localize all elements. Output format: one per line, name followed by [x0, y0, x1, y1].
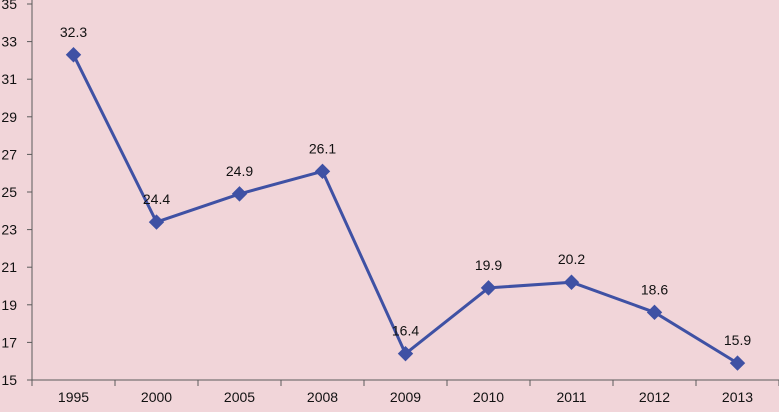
data-point-marker — [397, 345, 414, 362]
data-point-marker — [729, 355, 746, 371]
x-tick-label: 2011 — [556, 389, 586, 405]
y-tick-label: 25 — [1, 184, 17, 200]
x-tick-label: 2013 — [722, 389, 753, 405]
chart-axes — [31, 0, 779, 381]
data-point-marker — [65, 47, 82, 63]
y-tick-label: 19 — [1, 297, 17, 313]
y-tick-label: 35 — [1, 0, 17, 12]
y-tick-label: 29 — [1, 109, 17, 125]
data-label: 15.9 — [724, 332, 751, 348]
data-label: 24.4 — [143, 191, 170, 207]
y-tick-label: 21 — [1, 259, 17, 275]
data-label: 24.9 — [226, 163, 253, 179]
data-label: 19.9 — [475, 257, 502, 273]
x-tick-label: 2005 — [224, 389, 255, 405]
y-tick-label: 17 — [1, 334, 17, 350]
x-tick-label: 2000 — [141, 389, 172, 405]
y-tick-label: 27 — [1, 146, 17, 162]
x-tick-label: 2008 — [307, 389, 338, 405]
series-line — [72, 54, 739, 365]
data-point-marker — [231, 186, 248, 202]
data-point-marker — [480, 280, 497, 296]
y-tick-label: 33 — [1, 34, 17, 50]
data-point-marker — [563, 274, 580, 290]
data-label: 20.2 — [558, 251, 585, 267]
data-label: 26.1 — [309, 140, 336, 156]
x-tick-label: 2012 — [639, 389, 670, 405]
x-tick-label: 2009 — [390, 389, 421, 405]
data-label: 32.3 — [60, 24, 87, 40]
x-tick-label: 2010 — [473, 389, 504, 405]
data-label: 18.6 — [641, 281, 668, 297]
x-tick-label: 1995 — [58, 389, 89, 405]
chart-series — [65, 47, 746, 371]
data-point-marker — [148, 214, 165, 230]
y-tick-label: 15 — [1, 372, 17, 388]
y-tick-label: 31 — [1, 71, 17, 87]
chart-data-labels: 32.3 24.4 24.9 26.1 16.4 19.9 20.2 18.6 15.9 — [60, 24, 751, 348]
data-point-marker — [314, 163, 331, 180]
data-point-marker — [646, 304, 663, 321]
y-tick-label: 23 — [1, 222, 17, 238]
data-label: 16.4 — [392, 323, 419, 339]
